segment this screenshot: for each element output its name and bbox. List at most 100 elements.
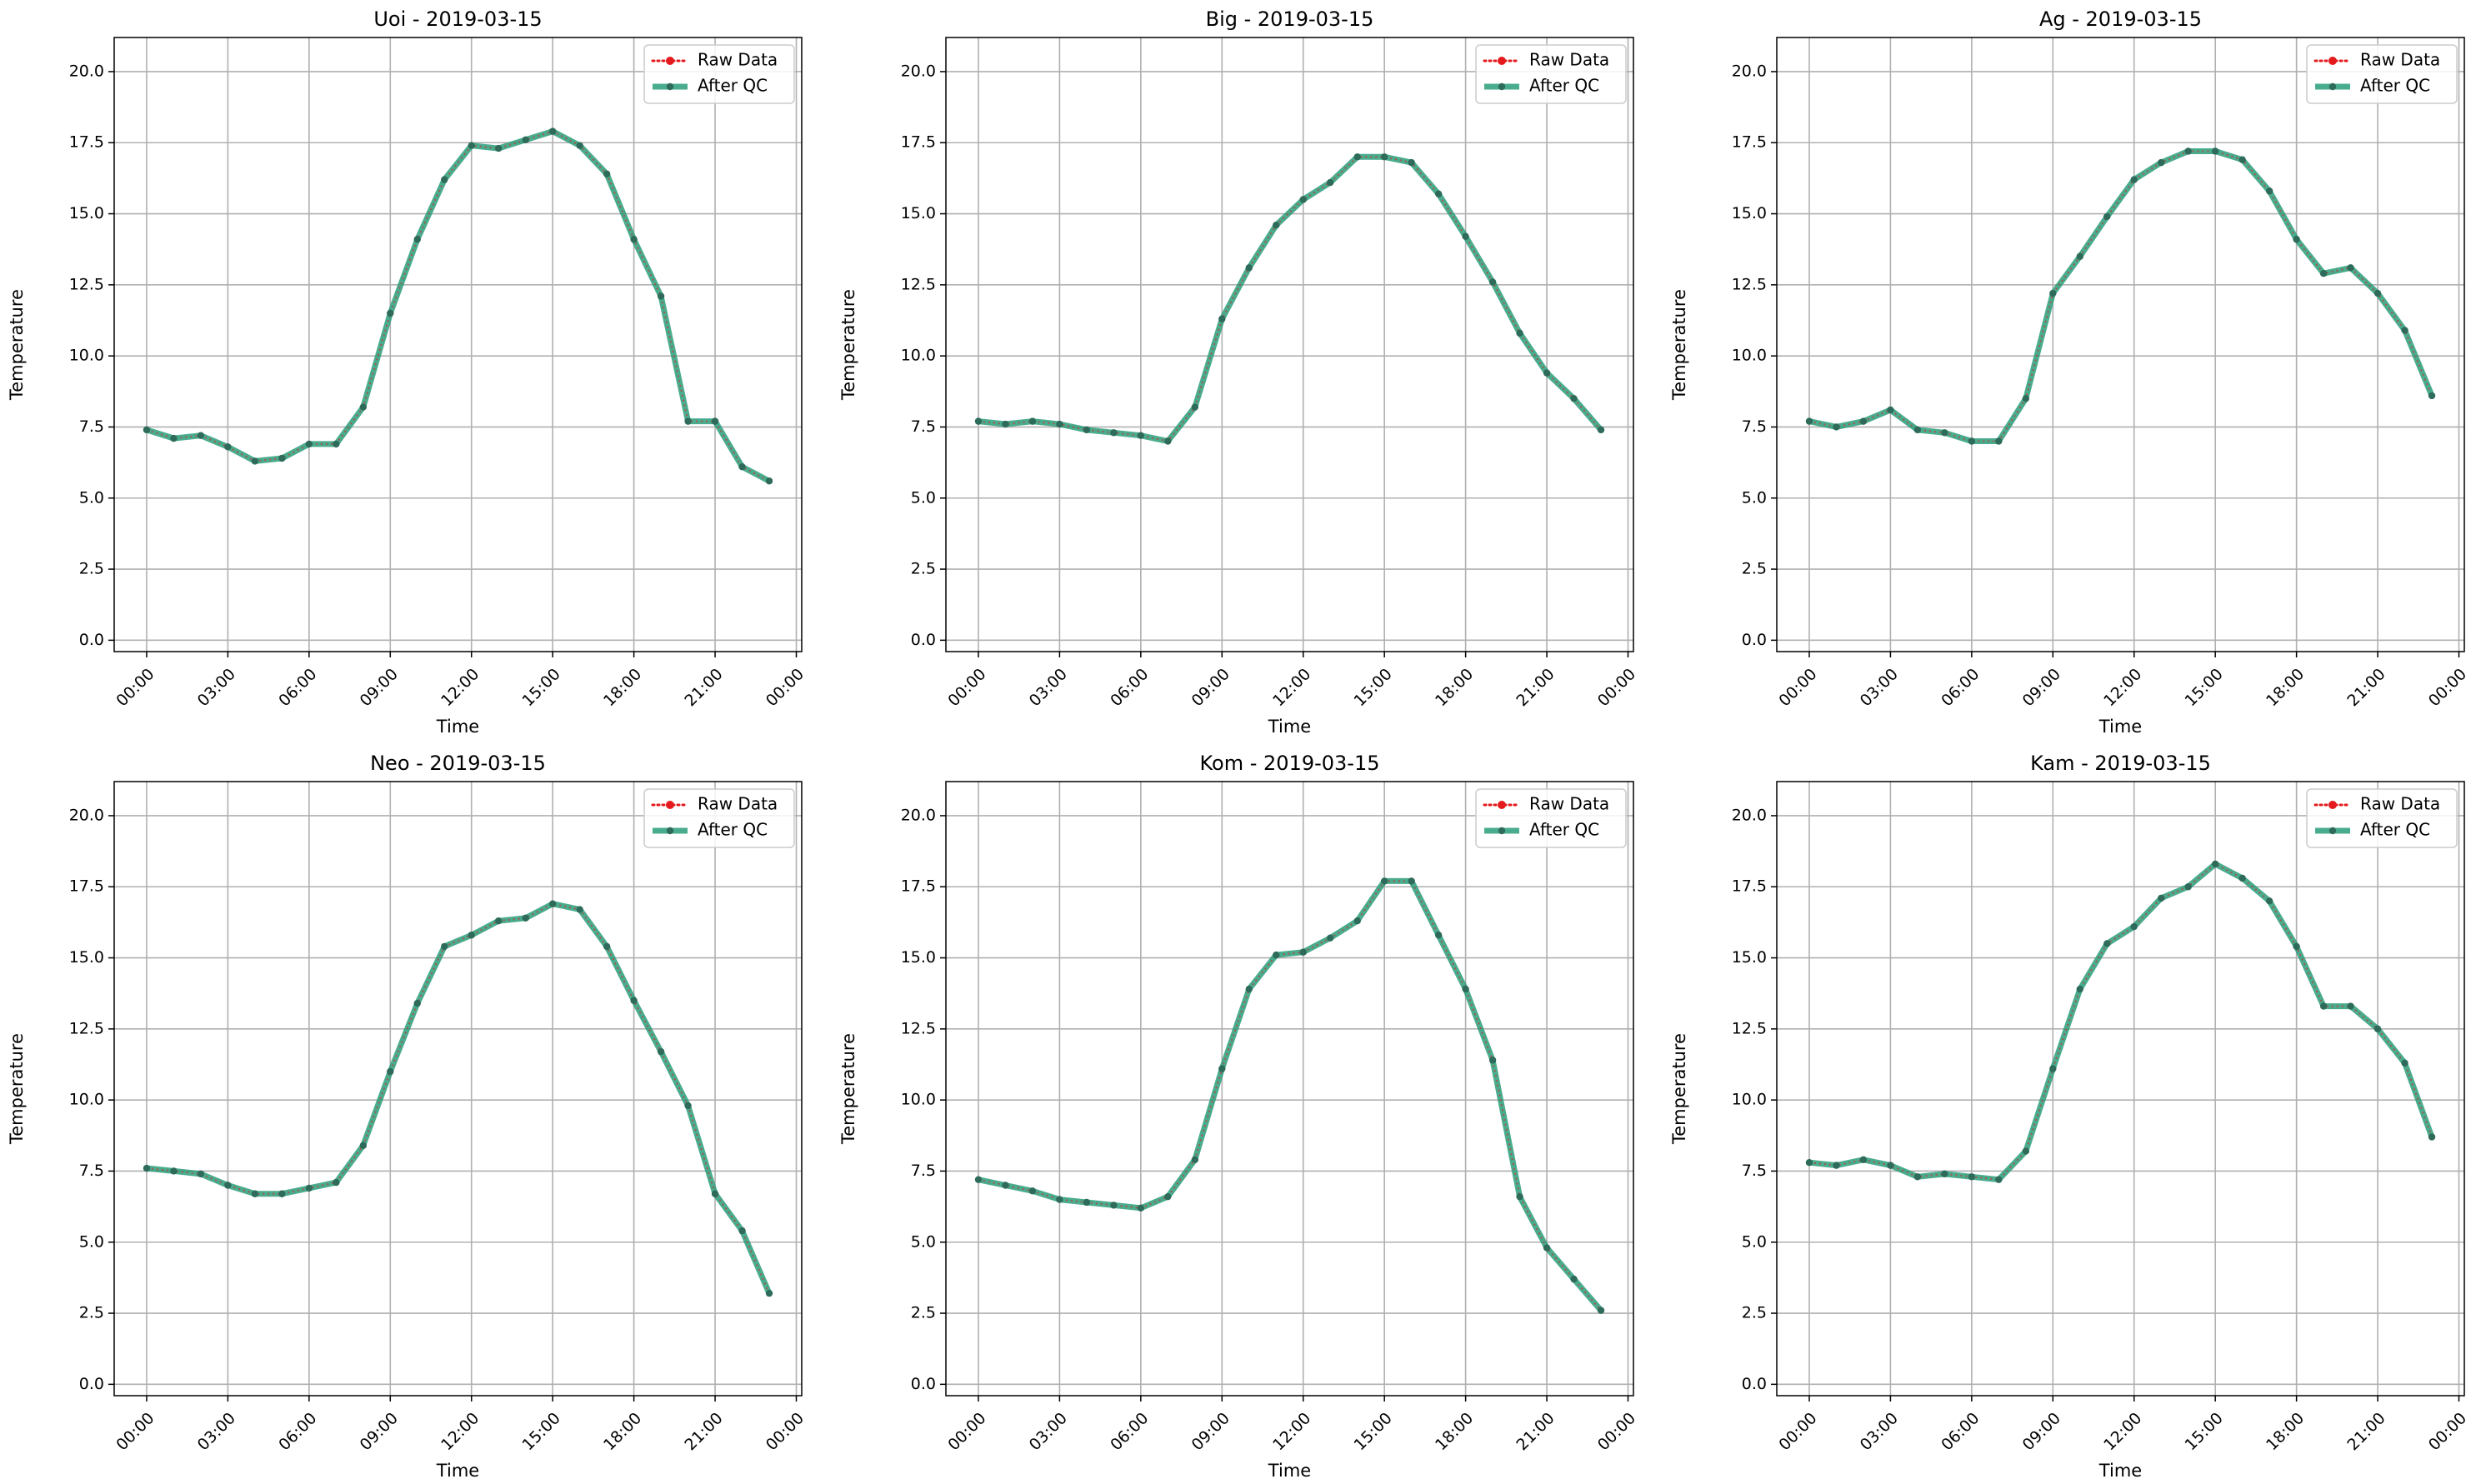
x-tick-label: 15:00 [519,665,564,710]
y-tick-label: 7.5 [1742,1162,1767,1180]
data-point [1137,432,1145,439]
data-point [1995,437,2003,445]
data-point [1353,153,1361,161]
y-tick-label: 0.0 [911,1375,936,1393]
x-tick-label: 12:00 [1269,1409,1314,1454]
series-line-after-qc [978,153,1603,444]
data-point [1941,1170,1948,1178]
data-point [2076,252,2083,260]
data-point [495,917,503,925]
data-point [711,1190,719,1197]
x-tick-label: 00:00 [2425,1409,2470,1454]
data-point [657,292,665,300]
data-point [1968,1173,1976,1181]
y-axis-label: Temperature [7,289,27,401]
axes-frame [113,37,803,652]
legend-label-raw-data: Raw Data [698,50,778,70]
legend: Raw Data After QC [643,788,795,848]
data-point [1597,1307,1605,1314]
y-tick-label: 20.0 [901,62,936,80]
y-tick-label: 17.5 [1732,877,1767,896]
data-point [2184,883,2192,891]
y-axis-label: Temperature [838,289,858,401]
data-point [333,440,340,448]
y-tick-label: 7.5 [911,417,936,436]
x-tick-label: 00:00 [113,665,158,710]
y-tick-label: 0.0 [1742,1375,1767,1393]
data-point [2238,156,2246,163]
data-point [2319,1002,2328,1010]
data-point [974,1176,983,1183]
data-point [1273,221,1280,229]
series-line-raw-data [978,156,1602,442]
y-tick-label: 10.0 [69,1091,104,1109]
legend-label-after-qc: After QC [2360,820,2430,840]
y-tick-label: 17.5 [69,133,104,152]
legend-label-after-qc: After QC [698,76,768,96]
x-axis-label: Time [2098,717,2142,737]
legend-marker-after-qc [1498,82,1506,91]
data-point [1408,158,1415,167]
data-point [387,1067,394,1076]
legend-marker-raw-data [1498,57,1506,65]
data-point [1833,423,1840,431]
axes-frame [945,37,1634,652]
data-point [2130,176,2138,183]
x-tick-label: 09:00 [357,665,402,710]
x-tick-label: 00:00 [763,665,808,710]
x-tick-label: 00:00 [763,1409,808,1454]
data-point [2158,158,2165,167]
legend: Raw Data After QC [1475,44,1627,104]
data-point [1083,426,1091,434]
x-axis-label: Time [2098,1461,2142,1481]
x-tick-label: 09:00 [357,1409,402,1454]
data-point [2265,897,2273,905]
legend-label-after-qc: After QC [698,820,768,840]
x-tick-label: 00:00 [1775,1409,1820,1454]
subplot-5: Kom - 2019-03-15 00:00 03:00 06:00 09:00 12:0… [838,752,1639,1481]
data-point [1543,369,1551,377]
series-line-after-qc [146,901,773,1295]
y-tick-label: 10.0 [901,347,936,365]
series-line-after-qc [978,877,1603,1312]
data-point [1245,985,1253,993]
data-point [2265,187,2273,195]
data-point [2347,1002,2354,1010]
data-point [1380,153,1388,161]
x-tick-label: 09:00 [2019,1409,2064,1454]
data-point [1164,437,1172,445]
data-point [1597,426,1605,434]
axes-frame [1776,37,2465,652]
x-tick-label: 00:00 [113,1409,158,1454]
data-point [1218,1065,1226,1072]
data-point [1887,1162,1894,1169]
y-tick-label: 20.0 [69,62,104,80]
y-tick-label: 12.5 [901,275,936,293]
data-point [1887,406,1894,414]
data-point [1137,1204,1145,1212]
series-line-raw-data [1808,150,2433,442]
data-point [1570,395,1578,402]
data-point [2049,1065,2057,1072]
x-axis-label: Time [1268,717,1311,737]
x-tick-label: 03:00 [1857,1409,1902,1454]
x-tick-label: 18:00 [600,1409,645,1454]
legend-marker-raw-data [666,57,674,65]
y-tick-label: 5.0 [79,1232,104,1251]
data-point [1110,1202,1118,1209]
y-tick-label: 0.0 [911,631,936,649]
y-tick-label: 10.0 [69,347,104,365]
data-point [2158,894,2165,902]
subplot-title: Big - 2019-03-15 [1206,7,1374,31]
axes-frame [945,781,1634,1397]
data-point [1516,329,1523,337]
data-point [2401,1059,2408,1067]
x-tick-label: 06:00 [1107,665,1152,710]
legend-label-after-qc: After QC [1529,820,1599,840]
y-tick-label: 15.0 [1732,948,1767,967]
data-point [1434,190,1443,197]
data-point [1028,417,1037,425]
data-point [2293,942,2300,951]
subplot-4: Neo - 2019-03-15 00:00 03:00 06:00 09:00 12:0… [7,752,808,1481]
